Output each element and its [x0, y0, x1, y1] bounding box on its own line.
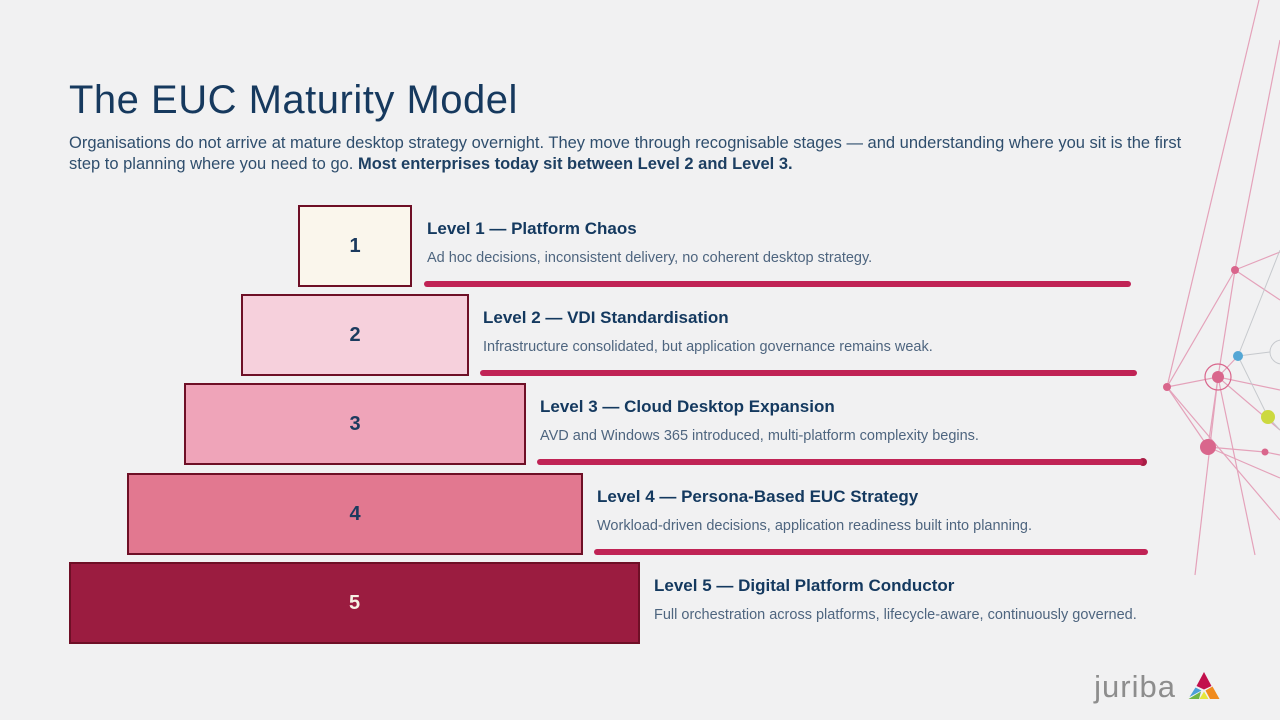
level-5-step-box: 5: [69, 562, 640, 644]
level-2-title: Level 2 — VDI Standardisation: [483, 308, 729, 327]
level-2-number: 2: [349, 323, 361, 346]
level-4-description: Workload-driven decisions, application r…: [597, 518, 1032, 534]
level-1-step-box: 1: [298, 205, 412, 287]
level-4-underline-bar: [594, 549, 1148, 555]
level-3-underline-bar: [537, 459, 1143, 465]
level-3-step-box: 3: [184, 383, 526, 465]
level-4-text-block: Level 4 — Persona-Based EUC Strategy Wor…: [597, 487, 1032, 534]
level-5-number: 5: [348, 591, 361, 614]
maturity-level-row-3: 3 Level 3 — Cloud Desktop Expansion AVD …: [0, 383, 1280, 465]
level-1-text-block: Level 1 — Platform Chaos Ad hoc decision…: [427, 219, 872, 266]
maturity-level-row-5: 5 Level 5 — Digital Platform Conductor F…: [0, 562, 1280, 644]
level-1-description: Ad hoc decisions, inconsistent delivery,…: [427, 250, 873, 266]
level-4-number: 4: [349, 502, 361, 525]
level-5-title: Level 5 — Digital Platform Conductor: [654, 576, 955, 595]
level-3-title: Level 3 — Cloud Desktop Expansion: [540, 397, 835, 416]
maturity-level-row-4: 4 Level 4 — Persona-Based EUC Strategy W…: [0, 473, 1280, 555]
level-1-number: 1: [349, 234, 361, 257]
page-title: The EUC Maturity Model: [69, 78, 518, 122]
maturity-level-row-1: 1 Level 1 — Platform Chaos Ad hoc decisi…: [0, 205, 1280, 287]
juriba-triangle-icon: [1188, 672, 1220, 699]
level-1-title: Level 1 — Platform Chaos: [427, 219, 637, 238]
level-2-description: Infrastructure consolidated, but applica…: [483, 339, 933, 355]
level-4-title: Level 4 — Persona-Based EUC Strategy: [597, 487, 919, 506]
level-5-description: Full orchestration across platforms, lif…: [654, 607, 1137, 623]
level-5-text-block: Level 5 — Digital Platform Conductor Ful…: [654, 576, 1137, 623]
level-2-text-block: Level 2 — VDI Standardisation Infrastruc…: [483, 308, 933, 355]
level-3-description: AVD and Windows 365 introduced, multi-pl…: [540, 428, 979, 444]
level-3-text-block: Level 3 — Cloud Desktop Expansion AVD an…: [540, 397, 979, 444]
slide-subtitle: Organisations do not arrive at mature de…: [69, 133, 1214, 175]
subtitle-bold-text: Most enterprises today sit between Level…: [357, 155, 793, 173]
level-4-step-box: 4: [127, 473, 583, 555]
subtitle-regular-text: Organisations do not arrive at mature de…: [69, 134, 1182, 173]
level-1-underline-bar: [424, 281, 1131, 287]
juriba-logo-text: juriba: [1094, 668, 1176, 704]
level-3-number: 3: [349, 412, 361, 435]
level-2-underline-bar: [480, 370, 1137, 376]
level-2-step-box: 2: [241, 294, 469, 376]
maturity-level-row-2: 2 Level 2 — VDI Standardisation Infrastr…: [0, 294, 1280, 376]
juriba-logo: juriba: [1094, 670, 1222, 702]
